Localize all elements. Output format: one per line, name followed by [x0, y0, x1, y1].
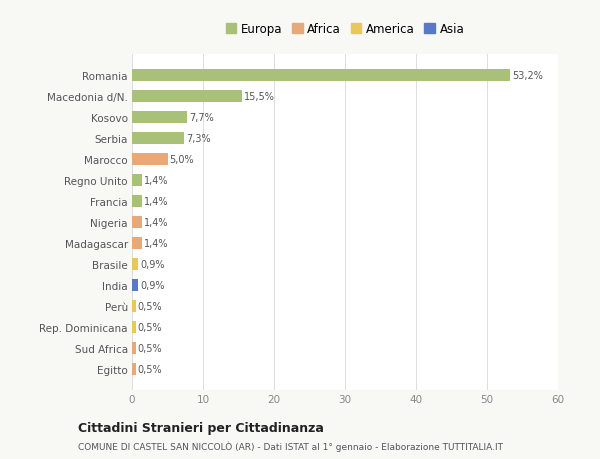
- Text: Cittadini Stranieri per Cittadinanza: Cittadini Stranieri per Cittadinanza: [78, 421, 324, 434]
- Bar: [132, 217, 142, 229]
- Bar: [132, 238, 142, 249]
- Text: 1,4%: 1,4%: [144, 239, 169, 248]
- Bar: [132, 175, 142, 186]
- Bar: [132, 70, 510, 82]
- Text: 0,5%: 0,5%: [137, 302, 163, 311]
- Text: 1,4%: 1,4%: [144, 176, 169, 186]
- Text: 53,2%: 53,2%: [512, 71, 543, 81]
- Text: 0,9%: 0,9%: [140, 259, 165, 269]
- Text: 1,4%: 1,4%: [144, 218, 169, 228]
- Text: 5,0%: 5,0%: [170, 155, 194, 165]
- Text: 0,5%: 0,5%: [137, 364, 163, 374]
- Text: 7,3%: 7,3%: [186, 134, 211, 144]
- Bar: [132, 154, 167, 166]
- Bar: [132, 301, 136, 312]
- Bar: [132, 280, 139, 291]
- Text: 0,5%: 0,5%: [137, 322, 163, 332]
- Bar: [132, 342, 136, 354]
- Bar: [132, 112, 187, 123]
- Bar: [132, 364, 136, 375]
- Text: 15,5%: 15,5%: [244, 92, 275, 102]
- Bar: [132, 196, 142, 207]
- Text: 0,9%: 0,9%: [140, 280, 165, 291]
- Bar: [132, 91, 242, 103]
- Legend: Europa, Africa, America, Asia: Europa, Africa, America, Asia: [223, 21, 467, 39]
- Bar: [132, 322, 136, 333]
- Text: 1,4%: 1,4%: [144, 197, 169, 207]
- Bar: [132, 133, 184, 145]
- Text: 0,5%: 0,5%: [137, 343, 163, 353]
- Text: 7,7%: 7,7%: [189, 113, 214, 123]
- Text: COMUNE DI CASTEL SAN NICCOLÒ (AR) - Dati ISTAT al 1° gennaio - Elaborazione TUTT: COMUNE DI CASTEL SAN NICCOLÒ (AR) - Dati…: [78, 440, 503, 451]
- Bar: [132, 259, 139, 270]
